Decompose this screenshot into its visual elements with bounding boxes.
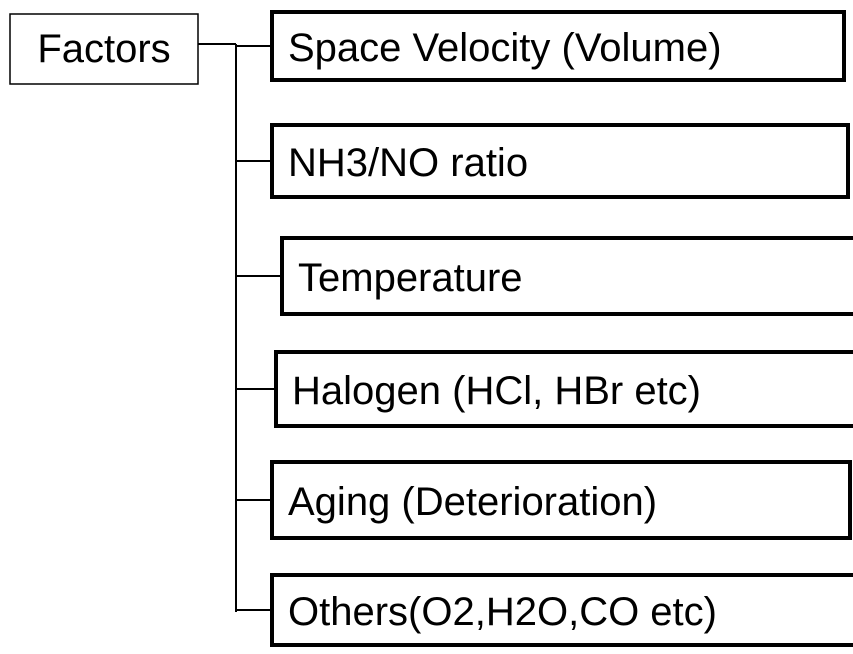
root-box xyxy=(9,13,199,85)
root-label: Factors xyxy=(37,27,170,71)
child-label: Halogen (HCl, HBr etc) xyxy=(292,369,701,413)
child-box xyxy=(274,350,853,428)
child-box xyxy=(270,460,852,540)
child-box xyxy=(270,123,850,199)
children: Space Velocity (Volume) NH3/NO ratio Tempe… xyxy=(235,10,853,647)
child-label: Temperature xyxy=(298,256,523,300)
child-label: Space Velocity (Volume) xyxy=(288,26,722,70)
child-label: Others(O2,H2O,CO etc) xyxy=(288,590,717,634)
child-box xyxy=(270,573,853,647)
child-label: NH3/NO ratio xyxy=(288,141,528,185)
child-box xyxy=(270,10,846,82)
child-label: Aging (Deterioration) xyxy=(288,480,657,524)
child-box xyxy=(280,236,853,316)
